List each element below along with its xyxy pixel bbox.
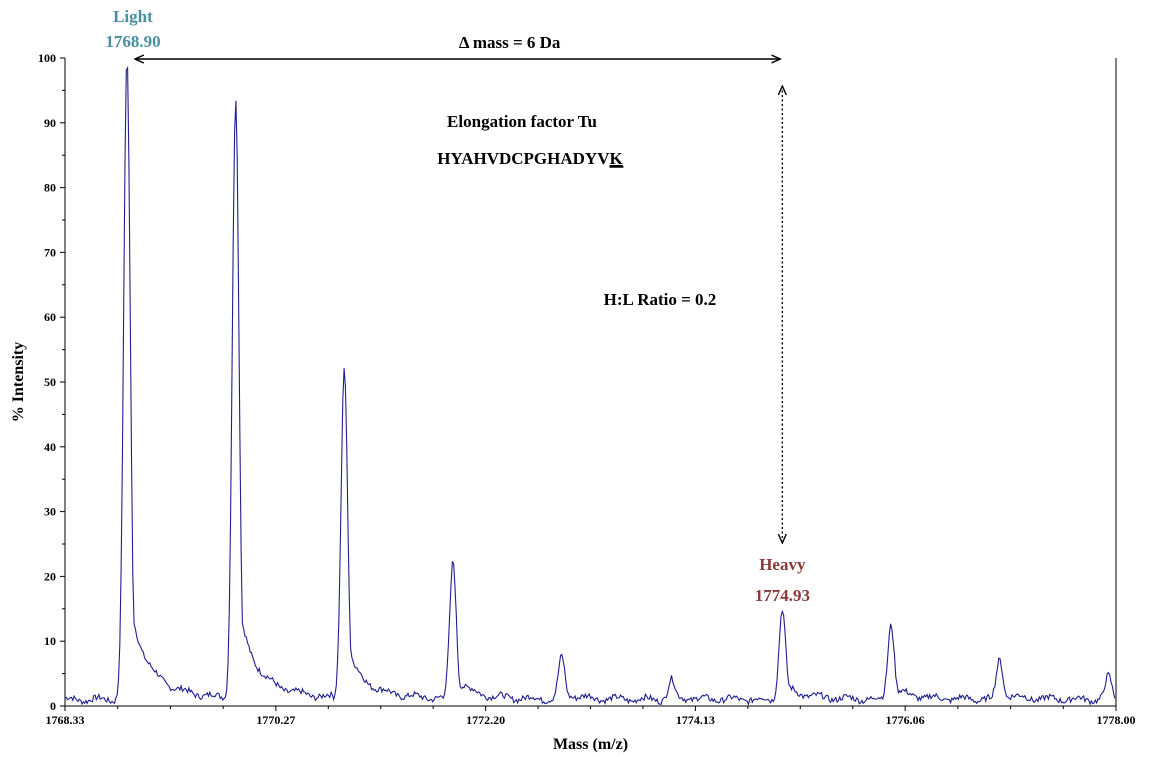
x-tick-label: 1772.20: [466, 713, 505, 727]
light-peak-label: Light: [113, 7, 153, 26]
x-tick-label: 1776.06: [886, 713, 925, 727]
y-tick-label: 50: [44, 375, 56, 389]
y-tick-label: 70: [44, 245, 56, 259]
spectrum-line: [64, 65, 1116, 706]
heavy-peak-mass: 1774.93: [755, 586, 810, 605]
y-tick-label: 10: [44, 634, 56, 648]
y-tick-label: 40: [44, 440, 56, 454]
y-axis-title: % Intensity: [10, 342, 27, 422]
hl-ratio-label: H:L Ratio = 0.2: [604, 290, 717, 309]
y-tick-label: 0: [50, 699, 56, 713]
y-tick-label: 30: [44, 505, 56, 519]
x-tick-label: 1770.27: [256, 713, 295, 727]
ticks: 0 10 20 30 40 50 60 70 80 90 100 1768.33 1770.27 1772…: [38, 51, 1136, 727]
y-tick-label: 80: [44, 181, 56, 195]
peptide-labeled-residue: K: [609, 149, 623, 168]
peptide-sequence: HYAHVDCPGHADYVK: [437, 149, 623, 168]
x-tick-label: 1778.00: [1097, 713, 1136, 727]
peptide-prefix: HYAHVDCPGHADYV: [437, 149, 610, 168]
x-tick-label: 1774.13: [676, 713, 715, 727]
delta-mass-label: Δ mass = 6 Da: [459, 33, 561, 52]
y-tick-label: 60: [44, 310, 56, 324]
y-tick-label: 90: [44, 116, 56, 130]
x-axis-title: Mass (m/z): [553, 736, 628, 753]
y-tick-label: 20: [44, 569, 56, 583]
heavy-peak-label: Heavy: [759, 555, 806, 574]
x-tick-label: 1768.33: [46, 713, 85, 727]
light-peak-mass: 1768.90: [105, 32, 160, 51]
y-tick-label: 100: [38, 51, 56, 65]
protein-name: Elongation factor Tu: [447, 112, 597, 131]
